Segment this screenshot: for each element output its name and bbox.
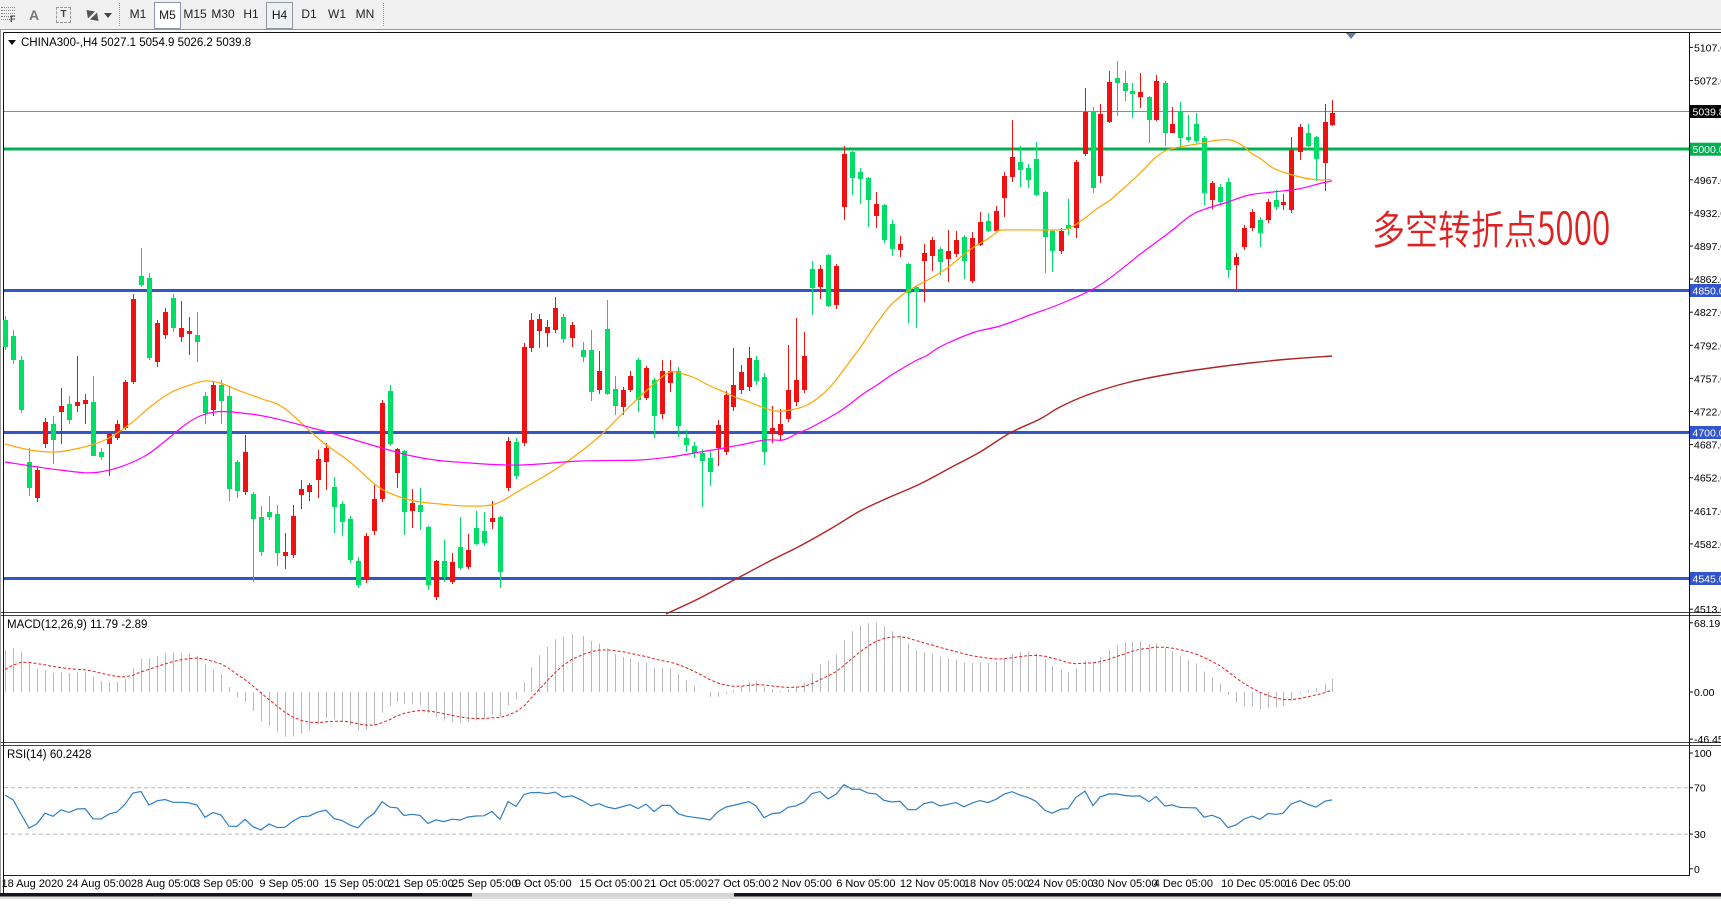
svg-text:24 Aug 05:00: 24 Aug 05:00 bbox=[66, 878, 131, 890]
svg-text:21 Sep 05:00: 21 Sep 05:00 bbox=[388, 878, 453, 890]
svg-text:4513.0: 4513.0 bbox=[1694, 604, 1721, 616]
svg-text:2 Nov 05:00: 2 Nov 05:00 bbox=[773, 878, 832, 890]
svg-text:10 Dec 05:00: 10 Dec 05:00 bbox=[1221, 878, 1286, 890]
svg-text:5072.0: 5072.0 bbox=[1694, 76, 1721, 88]
svg-text:3 Sep 05:00: 3 Sep 05:00 bbox=[194, 878, 253, 890]
svg-text:4700.0: 4700.0 bbox=[1693, 428, 1721, 440]
svg-text:5000.0: 5000.0 bbox=[1693, 144, 1721, 156]
svg-text:70: 70 bbox=[1694, 783, 1706, 795]
svg-text:4757.0: 4757.0 bbox=[1694, 373, 1721, 385]
svg-text:CHINA300-,H4 5027.1 5054.9 50: CHINA300-,H4 5027.1 5054.9 5026.2 5039.8 bbox=[21, 37, 251, 49]
svg-text:5039.8: 5039.8 bbox=[1693, 107, 1721, 119]
svg-text:0: 0 bbox=[1694, 864, 1700, 876]
svg-text:4617.0: 4617.0 bbox=[1694, 506, 1721, 518]
svg-text:18 Aug 2020: 18 Aug 2020 bbox=[2, 878, 64, 890]
svg-text:28 Aug 05:00: 28 Aug 05:00 bbox=[131, 878, 196, 890]
svg-text:30 Nov 05:00: 30 Nov 05:00 bbox=[1092, 878, 1157, 890]
svg-text:16 Dec 05:00: 16 Dec 05:00 bbox=[1285, 878, 1350, 890]
svg-text:24 Nov 05:00: 24 Nov 05:00 bbox=[1028, 878, 1093, 890]
svg-text:15 Sep 05:00: 15 Sep 05:00 bbox=[324, 878, 389, 890]
svg-text:4850.0: 4850.0 bbox=[1693, 286, 1721, 298]
svg-text:4652.0: 4652.0 bbox=[1694, 473, 1721, 485]
svg-text:100: 100 bbox=[1694, 748, 1712, 760]
svg-text:21 Oct 05:00: 21 Oct 05:00 bbox=[644, 878, 707, 890]
svg-text:4545.0: 4545.0 bbox=[1693, 574, 1721, 586]
svg-text:4932.0: 4932.0 bbox=[1694, 208, 1721, 220]
svg-text:12 Nov 05:00: 12 Nov 05:00 bbox=[900, 878, 965, 890]
svg-text:0.00: 0.00 bbox=[1694, 687, 1715, 699]
svg-text:4827.0: 4827.0 bbox=[1694, 307, 1721, 319]
svg-text:MACD(12,26,9) 11.79 -2.89: MACD(12,26,9) 11.79 -2.89 bbox=[7, 619, 147, 631]
svg-text:68.19: 68.19 bbox=[1694, 618, 1720, 630]
svg-text:6 Nov 05:00: 6 Nov 05:00 bbox=[836, 878, 895, 890]
svg-text:25 Sep 05:00: 25 Sep 05:00 bbox=[452, 878, 517, 890]
svg-text:4967.0: 4967.0 bbox=[1694, 175, 1721, 187]
svg-text:5107.0: 5107.0 bbox=[1694, 42, 1721, 54]
svg-text:-46.45: -46.45 bbox=[1694, 734, 1721, 746]
svg-text:4722.0: 4722.0 bbox=[1694, 407, 1721, 419]
svg-text:18 Nov 05:00: 18 Nov 05:00 bbox=[964, 878, 1029, 890]
svg-text:4792.0: 4792.0 bbox=[1694, 340, 1721, 352]
svg-text:9 Oct 05:00: 9 Oct 05:00 bbox=[515, 878, 572, 890]
svg-text:15 Oct 05:00: 15 Oct 05:00 bbox=[579, 878, 642, 890]
svg-text:9 Sep 05:00: 9 Sep 05:00 bbox=[259, 878, 318, 890]
svg-text:4 Dec 05:00: 4 Dec 05:00 bbox=[1154, 878, 1213, 890]
svg-text:4582.0: 4582.0 bbox=[1694, 539, 1721, 551]
svg-text:4897.0: 4897.0 bbox=[1694, 241, 1721, 253]
svg-text:RSI(14) 60.2428: RSI(14) 60.2428 bbox=[7, 749, 91, 761]
svg-text:27 Oct 05:00: 27 Oct 05:00 bbox=[708, 878, 771, 890]
svg-text:4687.0: 4687.0 bbox=[1694, 440, 1721, 452]
svg-text:30: 30 bbox=[1694, 829, 1706, 841]
